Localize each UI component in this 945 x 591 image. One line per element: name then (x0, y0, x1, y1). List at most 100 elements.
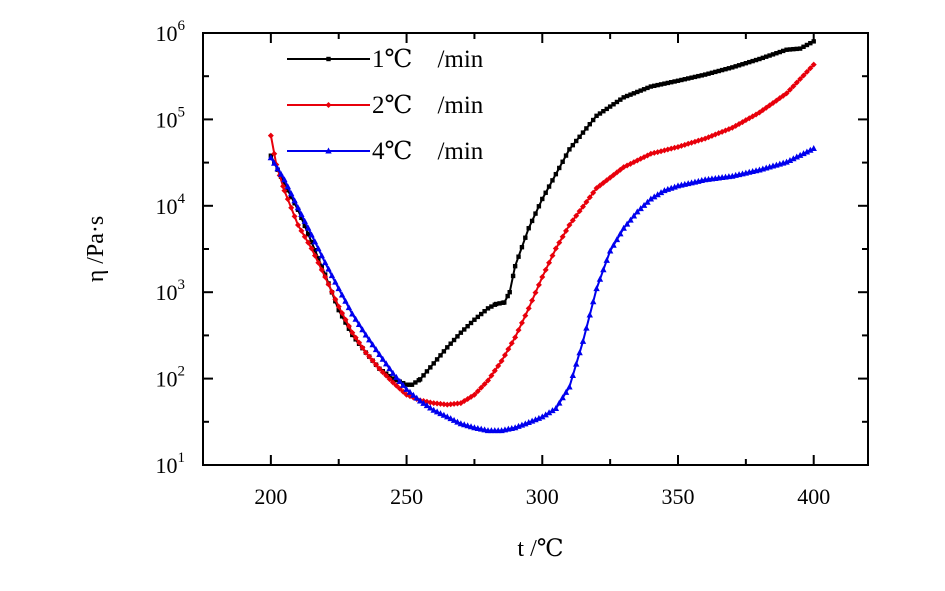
data-point (465, 324, 470, 329)
data-point (587, 122, 592, 127)
data-point (770, 52, 776, 57)
data-point (312, 248, 318, 253)
series-line (270, 147, 815, 432)
data-point (610, 241, 617, 248)
data-point (542, 411, 549, 418)
data-point (423, 402, 431, 409)
data-point (399, 381, 407, 388)
data-point (369, 341, 376, 348)
data-point (610, 172, 617, 179)
data-point (614, 99, 620, 105)
data-point (753, 57, 759, 63)
data-point (495, 362, 502, 369)
data-point (760, 55, 766, 61)
y-tick-label: 101 (156, 450, 186, 478)
tick-labels: 200 250 300 350 400 101 102 103 104 105 106 (156, 18, 831, 509)
data-point (621, 95, 626, 100)
legend-item: 1℃ /min (287, 46, 484, 73)
data-point (282, 181, 287, 186)
data-point (289, 194, 294, 199)
data-point (559, 394, 566, 401)
data-point (390, 379, 396, 386)
data-point (311, 238, 319, 245)
data-point (434, 400, 441, 407)
data-point (298, 211, 305, 218)
data-point (522, 312, 529, 319)
data-point (285, 188, 291, 193)
data-point (339, 310, 346, 317)
data-point (316, 256, 321, 261)
data-point (421, 373, 426, 378)
data-point (396, 377, 403, 384)
data-point (574, 138, 579, 144)
data-point (719, 67, 725, 73)
data-point (810, 61, 817, 68)
data-point (747, 59, 752, 65)
data-point (379, 355, 387, 362)
data-point (386, 365, 393, 372)
data-point (349, 310, 356, 317)
data-point (600, 179, 607, 186)
data-point (594, 113, 599, 119)
x-axis-title: t /℃ (517, 536, 563, 562)
data-point (271, 150, 278, 157)
data-point (655, 82, 660, 88)
data-point (584, 126, 589, 131)
data-point (546, 184, 552, 189)
data-point (570, 142, 576, 148)
data-point (736, 63, 742, 68)
data-point (491, 367, 498, 374)
data-point (274, 165, 281, 172)
data-point (603, 177, 610, 184)
data-point (702, 72, 708, 77)
legend: 1℃ /min 2℃ /min 4℃ /min (287, 46, 484, 165)
data-point (569, 217, 576, 224)
data-point (593, 285, 600, 292)
data-point (723, 66, 728, 72)
data-point (783, 90, 790, 97)
data-point (631, 91, 637, 96)
data-point (284, 196, 291, 203)
data-point (428, 365, 433, 370)
data-point (546, 259, 553, 266)
legend-label: 4℃ /min (372, 138, 484, 165)
data-point (624, 93, 630, 99)
data-point (750, 58, 755, 64)
data-point (767, 53, 772, 58)
data-point (505, 346, 512, 353)
data-point (540, 196, 545, 202)
data-point (634, 208, 641, 215)
data-point (468, 320, 474, 326)
data-point (679, 77, 684, 83)
data-point (803, 68, 810, 75)
data-point (699, 73, 704, 78)
data-point (600, 266, 607, 273)
data-point (502, 300, 507, 305)
data-point (505, 293, 510, 299)
data-point (462, 327, 467, 332)
data-point (579, 337, 587, 344)
data-point (288, 204, 295, 211)
data-point (713, 69, 718, 75)
data-point (342, 297, 349, 304)
data-point (485, 377, 491, 384)
data-point (338, 291, 346, 298)
data-point (479, 311, 484, 317)
data-point (516, 254, 521, 259)
data-point (424, 369, 430, 374)
data-point (335, 285, 342, 292)
data-point (791, 46, 796, 52)
data-point (784, 47, 789, 52)
data-point (586, 194, 593, 201)
data-point (404, 382, 409, 387)
data-point (474, 388, 481, 395)
data-point (444, 401, 451, 408)
data-point (298, 227, 305, 234)
data-point (267, 154, 275, 161)
data-point (563, 153, 569, 158)
data-point (501, 352, 508, 359)
data-point (786, 156, 794, 163)
data-point (416, 397, 424, 404)
data-point (352, 334, 359, 341)
data-point (556, 239, 563, 246)
